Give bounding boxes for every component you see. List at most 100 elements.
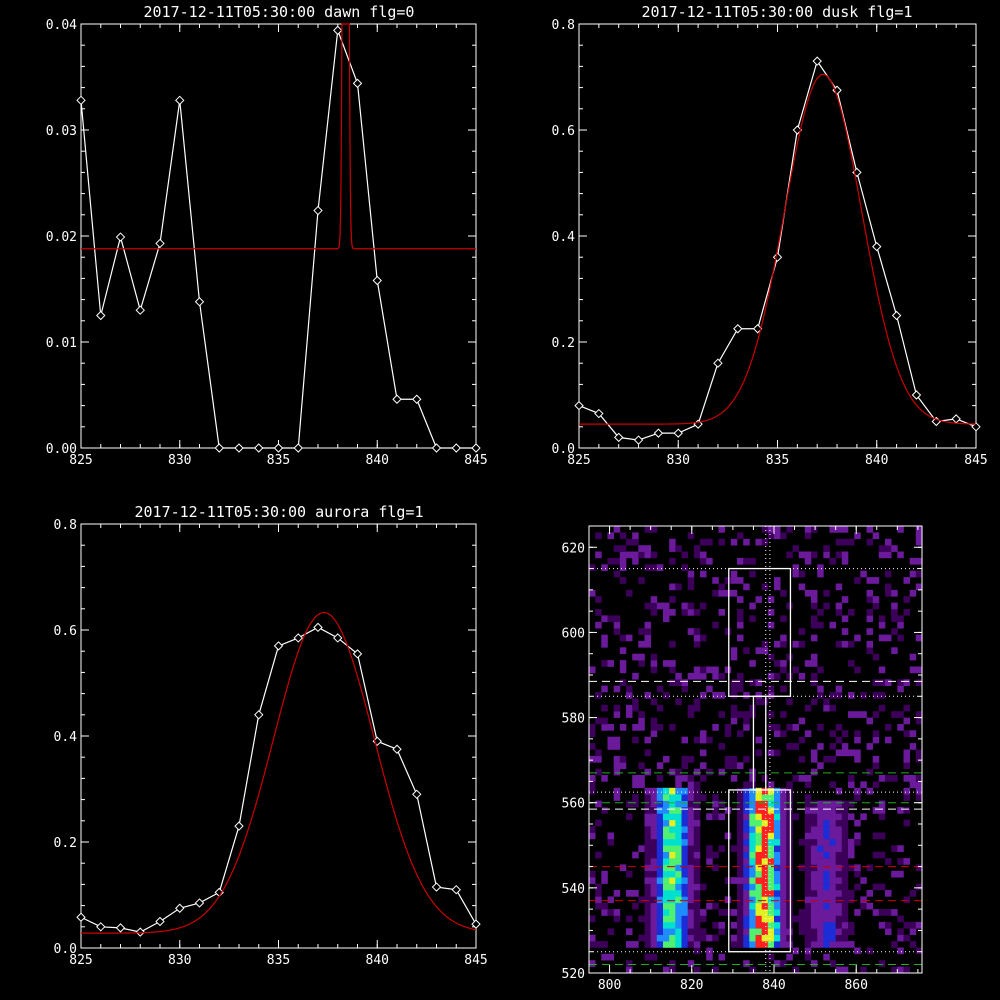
- heatmap-cell: [656, 807, 664, 814]
- heatmap-cell: [804, 557, 812, 565]
- heatmap-cell: [804, 915, 812, 923]
- heatmap-cell: [817, 915, 824, 923]
- heatmap-cell: [607, 743, 614, 750]
- heatmap-cell: [663, 787, 670, 795]
- heatmap-cell: [681, 787, 688, 795]
- heatmap-cell: [860, 902, 867, 910]
- heatmap-cell: [767, 864, 775, 872]
- heatmap-cell: [595, 532, 602, 540]
- heatmap-cell: [601, 564, 608, 571]
- heatmap-cell: [761, 583, 769, 591]
- heatmap-cell: [681, 883, 688, 891]
- heatmap-cell: [774, 928, 781, 935]
- heatmap-cell: [632, 890, 639, 897]
- heatmap-cell: [675, 877, 682, 884]
- heatmap-cell: [693, 851, 701, 859]
- heatmap-cell: [681, 564, 688, 571]
- heatmap-cell: [595, 768, 602, 776]
- heatmap-cell: [909, 653, 917, 661]
- heatmap-cell: [829, 557, 836, 565]
- heatmap-cell: [878, 960, 886, 967]
- heatmap-cell: [817, 877, 824, 884]
- heatmap-cell: [804, 864, 812, 872]
- heatmap-cell: [761, 845, 769, 852]
- heatmap-cell: [749, 928, 756, 935]
- heatmap-cell: [681, 838, 688, 846]
- heatmap-cell: [897, 724, 904, 731]
- heatmap-cell: [823, 953, 830, 961]
- heatmap-cell: [798, 838, 806, 846]
- heatmap-cell: [841, 749, 849, 757]
- heatmap-cell: [866, 538, 873, 546]
- heatmap-cell: [632, 851, 639, 859]
- heatmap-cell: [780, 730, 787, 737]
- heatmap-cell: [632, 794, 639, 801]
- heatmap-cell: [767, 672, 775, 680]
- heatmap-cell: [669, 557, 676, 565]
- data-point-marker: [115, 923, 126, 933]
- heatmap-cell: [804, 794, 812, 801]
- heatmap-cell: [626, 966, 633, 973]
- heatmap-cell: [841, 870, 849, 878]
- heatmap-cell: [687, 819, 695, 827]
- heatmap-cell: [687, 704, 695, 712]
- heatmap-cell: [687, 870, 695, 878]
- heatmap-cell: [675, 787, 682, 795]
- heatmap-cell: [829, 883, 836, 891]
- heatmap-cell: [693, 947, 701, 955]
- heatmap-cell: [743, 877, 750, 884]
- y-tick-label: 0.00: [46, 442, 77, 457]
- heatmap-cell: [693, 941, 701, 948]
- heatmap-cell: [811, 807, 818, 814]
- heatmap-cell: [897, 615, 904, 623]
- heatmap-cell: [817, 838, 824, 846]
- heatmap-cell: [638, 717, 645, 725]
- heatmap-cell: [909, 781, 917, 789]
- heatmap-cell: [700, 730, 707, 737]
- heatmap-cell: [650, 832, 658, 840]
- heatmap-cell: [743, 583, 750, 591]
- heatmap-cell: [848, 890, 855, 897]
- heatmap-cell: [817, 902, 824, 910]
- heatmap-cell: [878, 883, 886, 891]
- heatmap-cell: [595, 551, 602, 559]
- heatmap-cell: [718, 813, 725, 821]
- heatmap-cell: [885, 551, 892, 559]
- heatmap-cell: [675, 545, 682, 552]
- heatmap-cell: [761, 934, 769, 942]
- heatmap-cell: [798, 921, 806, 929]
- heatmap-cell: [681, 813, 688, 821]
- heatmap-cell: [724, 577, 732, 584]
- heatmap-cell: [755, 915, 762, 923]
- heatmap-cell: [700, 557, 707, 565]
- heatmap-cell: [626, 915, 633, 923]
- heatmap-cell: [644, 902, 651, 910]
- heatmap-cell: [644, 602, 651, 610]
- heatmap-cell: [712, 807, 719, 814]
- heatmap-cell: [644, 794, 651, 801]
- heatmap-cell: [656, 800, 664, 808]
- heatmap-cell: [638, 551, 645, 559]
- heatmap-cell: [706, 736, 713, 744]
- heatmap-cell: [669, 807, 676, 814]
- heatmap-cell: [780, 902, 787, 910]
- heatmap-cell: [693, 672, 701, 680]
- heatmap-cell: [804, 902, 812, 910]
- heatmap-cell: [749, 934, 756, 942]
- heatmap-cell: [909, 589, 917, 597]
- heatmap-cell: [669, 928, 676, 935]
- heatmap-cell: [848, 609, 855, 616]
- heatmap-cell: [854, 864, 861, 872]
- heatmap-cell: [749, 941, 756, 948]
- heatmap-cell: [903, 819, 910, 827]
- heatmap-cell: [755, 877, 762, 884]
- data-point-marker: [175, 95, 185, 106]
- heatmap-cell: [817, 743, 824, 750]
- heatmap-cell: [854, 787, 861, 795]
- heatmap-cell: [774, 960, 781, 967]
- data-point-marker: [673, 428, 683, 438]
- heatmap-cell: [774, 890, 781, 897]
- heatmap-cell: [730, 941, 738, 948]
- heatmap-cell: [589, 564, 596, 571]
- heatmap-cell: [915, 557, 922, 565]
